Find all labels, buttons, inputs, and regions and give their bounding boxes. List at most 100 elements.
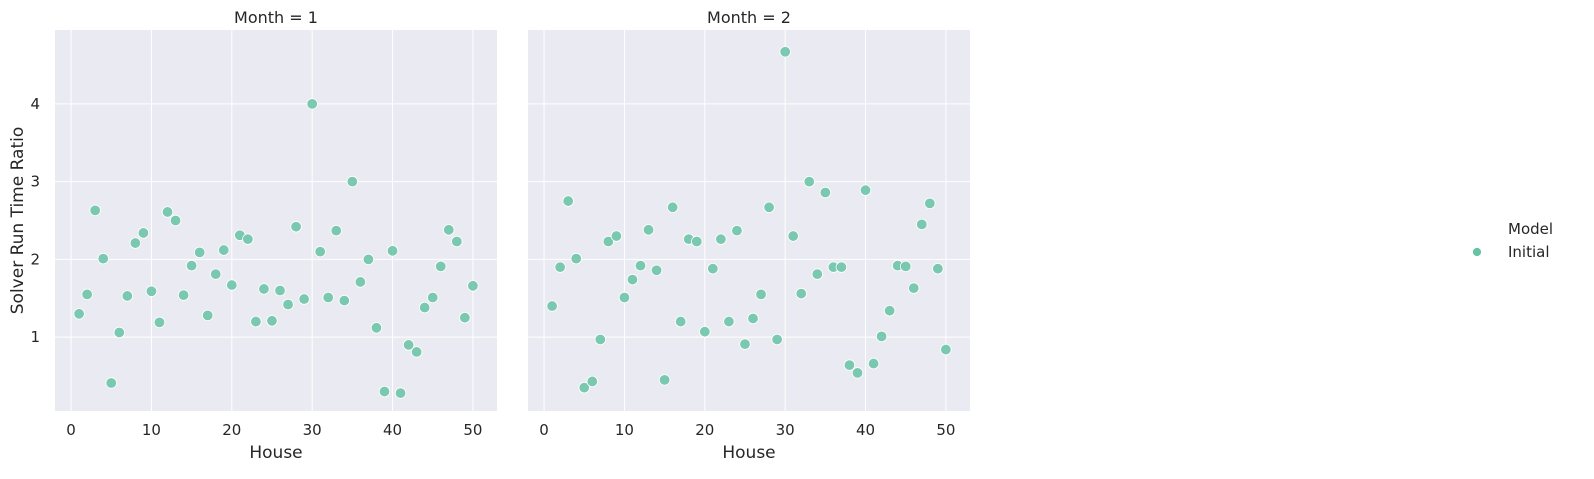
data-point <box>578 381 590 394</box>
data-point <box>747 312 759 325</box>
data-point <box>731 224 743 237</box>
data-point <box>867 357 880 370</box>
data-point <box>650 264 663 276</box>
data-point <box>427 291 439 304</box>
data-point <box>145 285 158 297</box>
data-point <box>819 186 832 199</box>
data-point <box>210 268 222 280</box>
x-tick-label: 10 <box>142 421 161 439</box>
x-tick-label: 40 <box>383 421 402 439</box>
data-point <box>908 282 920 294</box>
data-point <box>779 46 791 58</box>
data-point <box>354 276 367 288</box>
data-point <box>795 287 807 300</box>
data-point <box>634 259 647 272</box>
y-tick-label: 1 <box>30 328 40 346</box>
data-point <box>642 224 655 236</box>
data-point <box>121 290 134 302</box>
data-point <box>674 315 687 328</box>
data-point <box>290 221 302 233</box>
x-axis-label: House <box>722 443 775 463</box>
data-point <box>410 346 423 358</box>
data-point <box>97 252 109 265</box>
legend-title: Model <box>1508 220 1553 238</box>
data-point <box>459 311 471 324</box>
data-point <box>467 280 479 292</box>
legend: Model Initial <box>1472 220 1553 261</box>
data-point <box>699 325 711 338</box>
data-point <box>274 284 286 297</box>
data-point <box>715 233 727 245</box>
data-point <box>314 245 326 258</box>
data-point <box>386 245 399 257</box>
data-point <box>177 289 190 301</box>
data-point <box>218 244 230 256</box>
data-point <box>723 315 735 328</box>
data-point <box>322 291 334 304</box>
data-point <box>282 298 294 311</box>
x-tick-label: 0 <box>66 421 76 439</box>
data-point <box>763 201 775 213</box>
x-tick-label: 0 <box>539 421 549 439</box>
data-point <box>803 175 815 188</box>
data-point <box>266 315 278 327</box>
data-point <box>618 291 631 304</box>
data-point <box>402 339 415 351</box>
x-tick-label: 10 <box>615 421 634 439</box>
data-point <box>691 235 703 248</box>
data-point <box>546 300 558 312</box>
facet-title: Month = 1 <box>234 8 318 27</box>
y-tick-label: 3 <box>30 173 40 191</box>
data-point <box>242 233 254 245</box>
data-point <box>451 235 463 248</box>
x-tick-label: 40 <box>856 421 875 439</box>
legend-marker-initial <box>1472 247 1482 257</box>
data-point <box>755 288 767 301</box>
data-point <box>105 377 117 389</box>
data-point <box>626 273 639 286</box>
data-point <box>932 263 944 275</box>
y-tick-label: 4 <box>30 95 40 113</box>
x-tick-label: 50 <box>936 421 955 439</box>
data-point <box>193 246 206 259</box>
data-point <box>924 197 936 210</box>
data-point <box>610 230 623 242</box>
data-point <box>81 288 93 301</box>
data-point <box>739 338 751 350</box>
data-point <box>378 385 391 398</box>
data-point <box>811 268 824 280</box>
data-point <box>346 175 359 188</box>
facet-title: Month = 2 <box>707 8 791 27</box>
data-point <box>883 304 896 317</box>
data-point <box>602 235 615 248</box>
data-point <box>161 206 174 218</box>
data-point <box>771 333 783 346</box>
x-tick-label: 20 <box>222 421 241 439</box>
data-point <box>916 218 928 231</box>
x-tick-label: 20 <box>695 421 714 439</box>
data-point <box>418 301 431 314</box>
data-point <box>306 98 318 110</box>
data-point <box>250 315 262 328</box>
data-point <box>570 252 582 265</box>
data-point <box>298 293 310 305</box>
x-tick-label: 50 <box>463 421 482 439</box>
facet-panel-month-1: 0 10 20 30 40 50 1 2 3 4 Month = 1 House Solver Run … <box>8 8 497 463</box>
data-point <box>900 260 912 273</box>
y-axis-label: Solver Run Time Ratio <box>8 127 28 314</box>
data-point <box>394 387 407 399</box>
data-point <box>435 260 447 273</box>
data-point <box>875 330 888 343</box>
y-tick-label: 2 <box>30 250 40 268</box>
data-point <box>443 224 455 236</box>
data-point <box>586 375 598 388</box>
data-point <box>201 309 214 322</box>
data-point <box>169 214 182 227</box>
data-point <box>89 204 101 217</box>
data-point <box>843 359 856 371</box>
data-point <box>666 201 679 213</box>
legend-label-initial: Initial <box>1508 243 1550 261</box>
data-point <box>859 184 872 196</box>
data-point <box>851 367 864 379</box>
